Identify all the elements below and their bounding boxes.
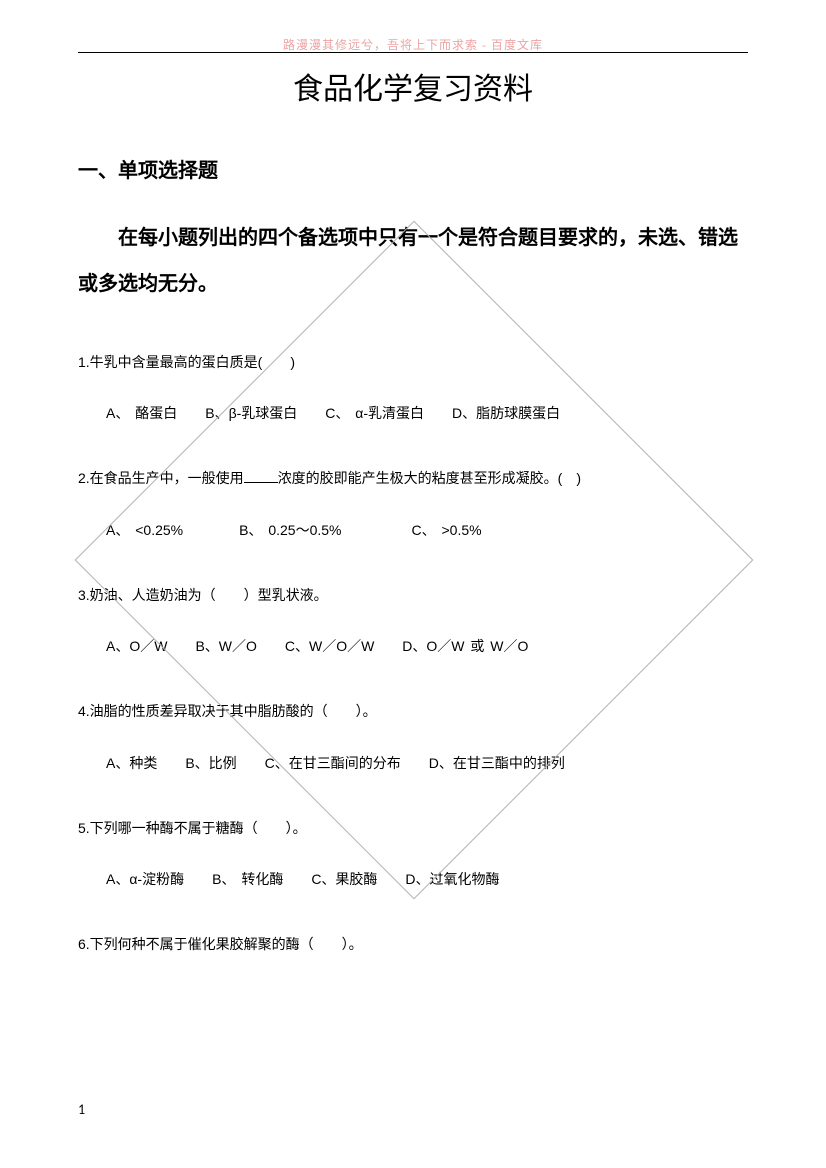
section-description: 在每小题列出的四个备选项中只有一个是符合题目要求的，未选、错选或多选均无分。 [78,215,748,307]
question-block: 2.在食品生产中，一般使用浓度的胶即能产生极大的粘度甚至形成凝胶。( ) A、 … [78,467,748,539]
question-block: 1.牛乳中含量最高的蛋白质是( ) A、 酪蛋白 B、β-乳球蛋白 C、 α-乳… [78,351,748,423]
question-options: A、O／W B、W／O C、W／O／W D、O／W 或 W／O [78,636,748,656]
question-block: 4.油脂的性质差异取决于其中脂肪酸的（ ）。 A、种类 B、比例 C、在甘三酯间… [78,700,748,772]
page-number: 1 [78,1101,85,1118]
page: 路漫漫其修远兮，吾将上下而求索 - 百度文库 食品化学复习资料 一、单项选择题 … [0,0,826,1168]
header-watermark: 路漫漫其修远兮，吾将上下而求索 - 百度文库 [0,36,826,53]
watermark-diamond [75,221,754,900]
question-options: A、α-淀粉酶 B、 转化酶 C、果胶酶 D、过氧化物酶 [78,869,748,889]
question-text: 6.下列何种不属于催化果胶解聚的酶（ ）。 [78,933,748,955]
header-rule [78,52,748,53]
section-heading: 一、单项选择题 [78,154,748,183]
question-options: A、种类 B、比例 C、在甘三酯间的分布 D、在甘三酯中的排列 [78,753,748,773]
question-text: 3.奶油、人造奶油为（ ）型乳状液。 [78,584,748,606]
question-text: 1.牛乳中含量最高的蛋白质是( ) [78,351,748,373]
question-block: 6.下列何种不属于催化果胶解聚的酶（ ）。 [78,933,748,955]
question-text: 5.下列哪一种酶不属于糖酶（ ）。 [78,817,748,839]
question-block: 3.奶油、人造奶油为（ ）型乳状液。 A、O／W B、W／O C、W／O／W D… [78,584,748,656]
question-options: A、 酪蛋白 B、β-乳球蛋白 C、 α-乳清蛋白 D、脂肪球膜蛋白 [78,403,748,423]
question-options: A、 <0.25% B、 0.25～0.5% C、 >0.5% [78,520,748,540]
page-title: 食品化学复习资料 [78,64,748,108]
question-text: 4.油脂的性质差异取决于其中脂肪酸的（ ）。 [78,700,748,722]
question-text: 2.在食品生产中，一般使用浓度的胶即能产生极大的粘度甚至形成凝胶。( ) [78,467,748,489]
question-block: 5.下列哪一种酶不属于糖酶（ ）。 A、α-淀粉酶 B、 转化酶 C、果胶酶 D… [78,817,748,889]
